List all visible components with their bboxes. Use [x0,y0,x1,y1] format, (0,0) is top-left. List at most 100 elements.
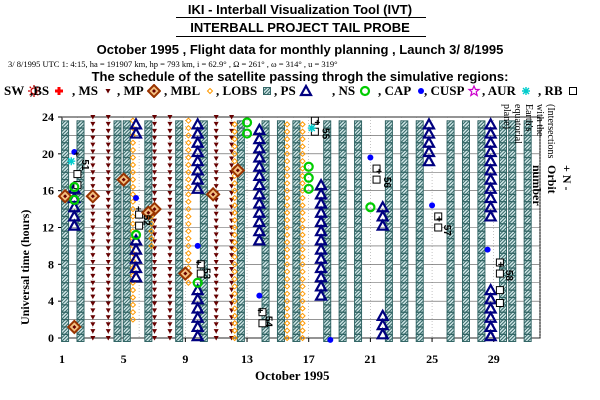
hatch-shape [354,135,362,143]
small-diamond-shape [129,169,137,176]
down-triangle-shape [105,89,111,94]
down-triangle-shape [229,266,235,272]
marker-mbl [185,227,192,235]
hatch-shape [477,245,486,254]
hatch-shape [400,253,409,261]
hatch-shape [175,157,184,166]
marker-ms [213,170,219,175]
marker-lobs [144,135,153,144]
hatch-shape [237,253,245,261]
marker-ms [152,163,158,168]
hatch-shape [175,334,184,342]
down-triangle-shape [213,294,219,300]
marker-lobs [276,164,285,173]
marker-mbl [231,253,238,261]
marker-ps [190,292,205,305]
marker-lobs [415,186,424,195]
marker-ps [252,196,267,209]
hatch-shape [446,231,455,239]
triangle-shape [314,260,328,274]
marker-ps [129,269,143,283]
down-triangle-shape [213,329,219,334]
marker-lobs [292,319,301,328]
small-diamond-shape [283,135,291,143]
marker-mbl [231,275,238,283]
hatch-shape [385,297,393,306]
marker-lobs [523,157,532,166]
triangle-shape [483,144,498,158]
ring-shape [241,117,253,128]
marker-mbl [299,305,306,312]
marker-lobs [400,216,409,225]
marker-lobs [508,164,517,173]
down-triangle-shape [90,232,96,237]
marker-ms [152,115,158,120]
marker-lobs [523,216,532,225]
marker-ms [152,246,158,251]
down-triangle-shape [152,184,158,189]
marker-lobs [354,216,363,225]
marker-lobs [477,282,486,291]
marker-ms [105,273,111,279]
marker-mbl [299,128,306,135]
marker-lobs [354,260,363,269]
legend-item: , LOBS [216,83,274,99]
ring-shape [69,181,80,193]
marker-mbl [283,297,291,305]
down-triangle-shape [90,170,96,175]
hatch-shape [499,312,507,320]
small-diamond-shape [231,224,238,231]
marker-mbl [231,231,238,239]
marker-lobs [461,216,470,225]
hatch-shape [277,253,285,261]
marker-ns [303,172,314,183]
marker-lobs [144,127,153,136]
marker-ms [152,273,158,279]
down-triangle-shape [213,273,219,279]
hatch-shape [385,172,393,180]
marker-lobs [400,289,409,298]
x-tick-label: 17 [303,352,315,366]
triangle-shape [252,205,267,218]
hatch-shape [122,289,131,298]
hatch-shape [462,238,470,247]
marker-lobs [61,230,70,239]
dot-shape [367,154,374,161]
legend-marker [467,84,482,97]
marker-lobs [523,304,532,313]
hatch-shape [292,216,301,224]
marker-ms [213,239,219,244]
hatch-shape [462,164,470,173]
hatch-shape [477,334,486,342]
marker-lobs [276,267,285,276]
marker-lobs [384,149,393,158]
marker-lobs [236,282,245,291]
hatch-shape [400,267,409,276]
hatch-shape [200,194,208,202]
hatch-shape [523,238,532,247]
marker-lobs [338,223,347,232]
marker-lobs [122,326,131,335]
marker-ps [252,233,267,246]
hatch-shape [523,275,532,283]
down-triangle-shape [167,232,173,237]
marker-mbl [185,250,192,257]
hatch-shape [385,164,393,173]
marker-lobs [144,157,153,166]
marker-lobs [175,252,184,261]
triangle-shape [67,209,82,222]
marker-ps [314,233,328,246]
marker-mbl [231,334,238,342]
hatch-shape [292,297,301,306]
marker-lobs [446,208,455,217]
marker-rb [495,286,504,295]
hatch-shape [113,186,122,195]
marker-mbl [283,246,291,253]
marker-lobs [498,230,507,239]
hatch-shape [277,179,285,188]
legend-label: , CUSP [424,83,465,98]
marker-lobs [338,326,347,335]
marker-lobs [461,289,470,298]
marker-rb [258,319,267,328]
marker-ms [105,329,111,334]
